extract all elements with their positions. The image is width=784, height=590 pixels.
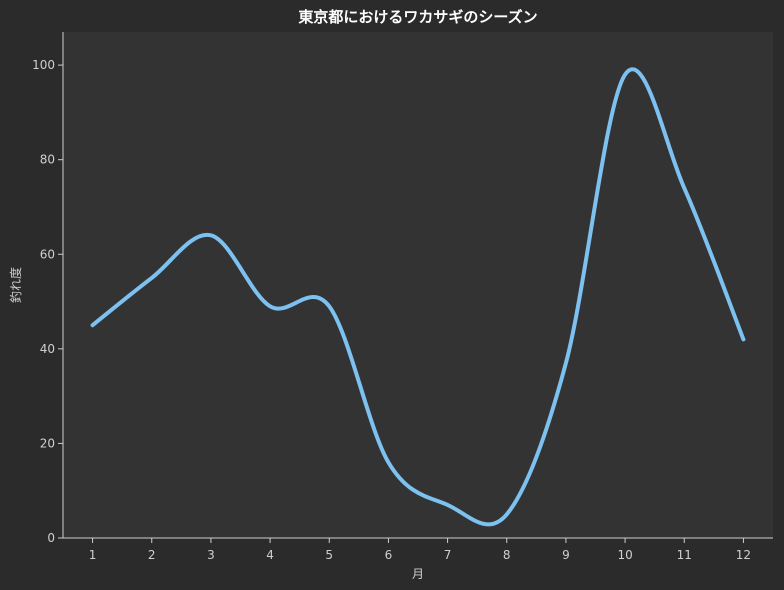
plot-area <box>63 32 773 538</box>
x-tick-label: 3 <box>207 548 215 562</box>
y-tick-label: 80 <box>40 153 55 167</box>
x-tick-label: 2 <box>148 548 156 562</box>
y-axis: 0 20 40 60 80 100 <box>32 32 64 545</box>
y-tick-label: 0 <box>47 531 55 545</box>
x-tick-label: 11 <box>677 548 692 562</box>
y-axis-label: 釣れ度 <box>8 267 23 303</box>
x-tick-label: 5 <box>325 548 333 562</box>
x-tick-label: 4 <box>266 548 274 562</box>
x-axis: 1 2 3 4 5 6 7 8 9 10 11 12 <box>63 537 773 562</box>
x-axis-label: 月 <box>412 567 424 581</box>
chart-title: 東京都におけるワカサギのシーズン <box>298 8 537 26</box>
x-tick-label: 12 <box>736 548 751 562</box>
x-tick-label: 10 <box>617 548 632 562</box>
x-tick-label: 7 <box>444 548 452 562</box>
x-tick-label: 1 <box>89 548 97 562</box>
y-tick-label: 60 <box>40 247 55 261</box>
y-tick-label: 100 <box>32 58 55 72</box>
y-tick-label: 20 <box>40 436 55 450</box>
x-tick-label: 6 <box>385 548 393 562</box>
y-tick-label: 40 <box>40 342 55 356</box>
x-tick-label: 8 <box>503 548 511 562</box>
series-line <box>90 67 746 527</box>
x-tick-label: 9 <box>562 548 570 562</box>
